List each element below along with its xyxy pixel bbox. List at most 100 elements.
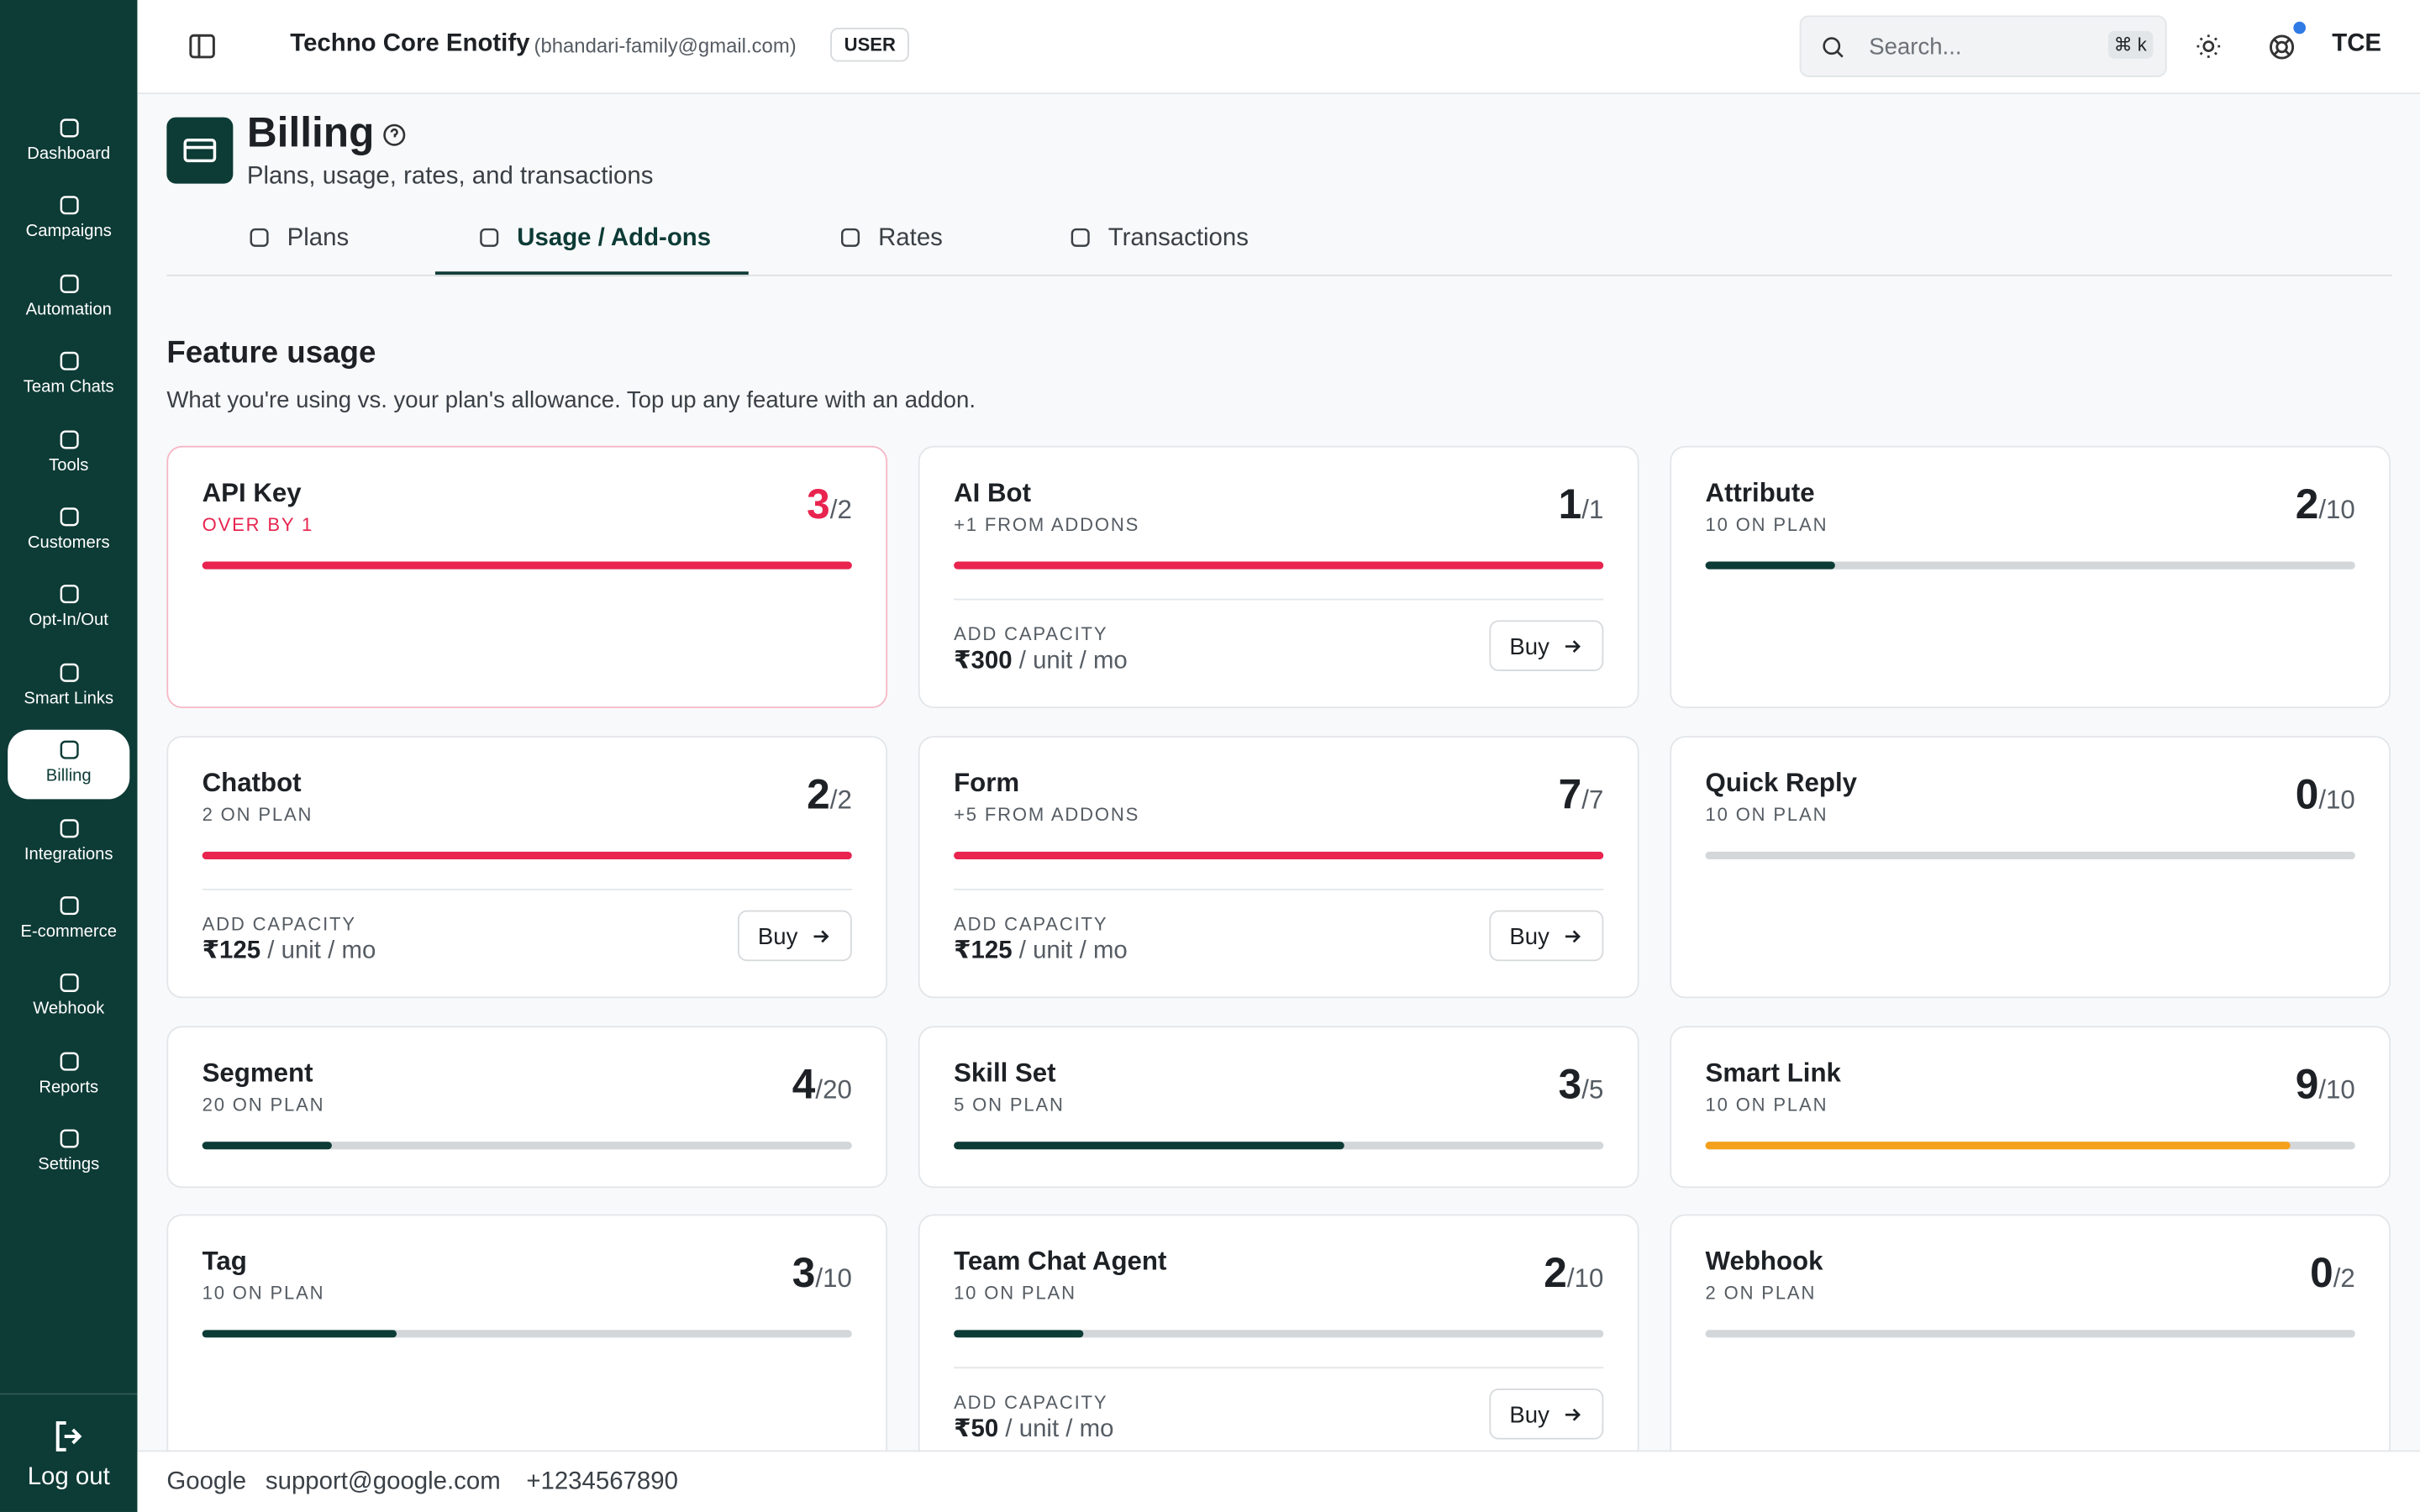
feature-name: Skill Set: [954, 1058, 1056, 1088]
addon-label: ADD CAPACITY: [202, 913, 356, 936]
nav-item[interactable]: Settings: [8, 1119, 129, 1189]
progress-fill: [202, 561, 852, 570]
feature-name: AI Bot: [954, 478, 1032, 508]
arrow-icon: [1565, 930, 1581, 943]
logout[interactable]: Log out: [0, 1416, 137, 1492]
buy-button[interactable]: Buy: [1489, 1389, 1604, 1440]
nav-item[interactable]: Customers: [8, 496, 129, 566]
nav-label: Settings: [38, 1156, 100, 1175]
usage-count: 2/10: [1544, 1250, 1603, 1298]
theme-toggle[interactable]: [2195, 33, 2223, 60]
progress-track: [954, 1142, 1604, 1150]
total-value: 2: [837, 785, 852, 815]
usage-count: 3/10: [792, 1250, 852, 1298]
used: 4: [792, 1061, 816, 1108]
usage-count: 0/10: [2296, 771, 2355, 819]
total: /1: [1581, 496, 1603, 525]
addon-label: ADD CAPACITY: [954, 623, 1108, 645]
addon-price: ₹300 / unit / mo: [954, 645, 1128, 676]
nav-item[interactable]: Opt-In/Out: [8, 575, 129, 644]
divider: [954, 888, 1604, 890]
feature-name: Chatbot: [202, 768, 302, 798]
info-icon[interactable]: [381, 122, 408, 148]
nav-item[interactable]: Tools: [8, 419, 129, 489]
used: 1: [1558, 481, 1582, 528]
progress-fill: [954, 561, 1604, 570]
total: /10: [815, 1263, 851, 1293]
buy-label: Buy: [1509, 1402, 1549, 1429]
buy-button[interactable]: Buy: [1489, 620, 1604, 671]
nav-item[interactable]: Integrations: [8, 808, 129, 878]
total-value: 10: [1574, 1263, 1604, 1294]
separator: /: [829, 495, 838, 525]
footer-email: support@google.com: [265, 1468, 501, 1495]
nav-item[interactable]: Webhook: [8, 963, 129, 1033]
feature-name: Quick Reply: [1705, 768, 1858, 798]
avatar[interactable]: TCE: [2332, 30, 2382, 57]
nav-label: Campaigns: [25, 223, 112, 242]
total: /10: [2318, 785, 2354, 815]
price-unit: / unit / mo: [267, 937, 376, 964]
total-value: 5: [1588, 1075, 1604, 1105]
arrow-icon: [813, 930, 829, 943]
progress-track: [1705, 851, 2355, 860]
sidebar: Dashboard Campaigns Automation Team Chats To…: [0, 0, 138, 1512]
usage-card: Smart Link 10 ON PLAN 9/10: [1670, 1026, 2391, 1189]
nav-item[interactable]: Automation: [8, 264, 129, 333]
separator: /: [815, 1075, 823, 1105]
help-icon[interactable]: [2267, 33, 2296, 62]
search-icon: [1823, 37, 1844, 58]
nav-item[interactable]: Smart Links: [8, 653, 129, 722]
usage-card: Webhook 2 ON PLAN 0/2: [1670, 1214, 2391, 1477]
usage-card: API Key OVER BY 1 3/2: [166, 445, 888, 709]
tab[interactable]: Plans: [247, 225, 349, 253]
total-value: 10: [2326, 1075, 2355, 1105]
total: /7: [1581, 785, 1603, 815]
used: 3: [807, 481, 830, 528]
progress-fill: [954, 1142, 1344, 1150]
progress-track: [202, 1142, 852, 1150]
used: 7: [1558, 771, 1582, 818]
total-value: 10: [2326, 785, 2355, 815]
role-badge: USER: [830, 28, 910, 62]
used: 3: [792, 1249, 816, 1296]
nav-item[interactable]: Billing: [8, 730, 130, 800]
usage-count: 0/2: [2310, 1250, 2355, 1298]
tab[interactable]: Rates: [838, 225, 943, 253]
used: 0: [2295, 771, 2319, 818]
feature-sub: 10 ON PLAN: [1705, 1094, 1828, 1116]
arrow-icon: [1565, 640, 1581, 653]
icon: [59, 740, 78, 760]
progress-track: [1705, 561, 2355, 570]
search-box[interactable]: Search... ⌘ k: [1799, 15, 2167, 77]
buy-label: Buy: [757, 924, 798, 951]
buy-button[interactable]: Buy: [737, 910, 852, 962]
tab[interactable]: Usage / Add-ons: [477, 225, 711, 253]
org-name: Techno Core Enotify: [290, 30, 530, 57]
footer-phone: +1234567890: [526, 1468, 678, 1495]
progress-track: [1705, 1330, 2355, 1338]
buy-button[interactable]: Buy: [1489, 910, 1604, 962]
tab-label: Rates: [878, 225, 943, 252]
feature-name: Form: [954, 768, 1020, 798]
sidebar-toggle[interactable]: [188, 33, 216, 60]
nav-item[interactable]: Reports: [8, 1041, 129, 1110]
nav-item[interactable]: Dashboard: [8, 108, 129, 178]
used: 2: [1544, 1249, 1567, 1296]
nav-item[interactable]: E-commerce: [8, 885, 129, 955]
section-title: Feature usage: [166, 336, 376, 370]
tab[interactable]: Transactions: [1068, 225, 1249, 253]
separator: /: [1566, 1263, 1575, 1294]
separator: /: [2318, 1075, 2327, 1105]
separator: /: [2318, 785, 2327, 815]
icon: [59, 1129, 78, 1148]
addon-label: ADD CAPACITY: [954, 913, 1108, 936]
page-subtitle: Plans, usage, rates, and transactions: [246, 163, 654, 190]
feature-name: Team Chat Agent: [954, 1247, 1167, 1276]
search-placeholder: Search...: [1869, 34, 1962, 60]
nav-item[interactable]: Team Chats: [8, 341, 129, 411]
nav-item[interactable]: Campaigns: [8, 186, 129, 255]
footer: Google support@google.com +1234567890: [137, 1450, 2420, 1512]
